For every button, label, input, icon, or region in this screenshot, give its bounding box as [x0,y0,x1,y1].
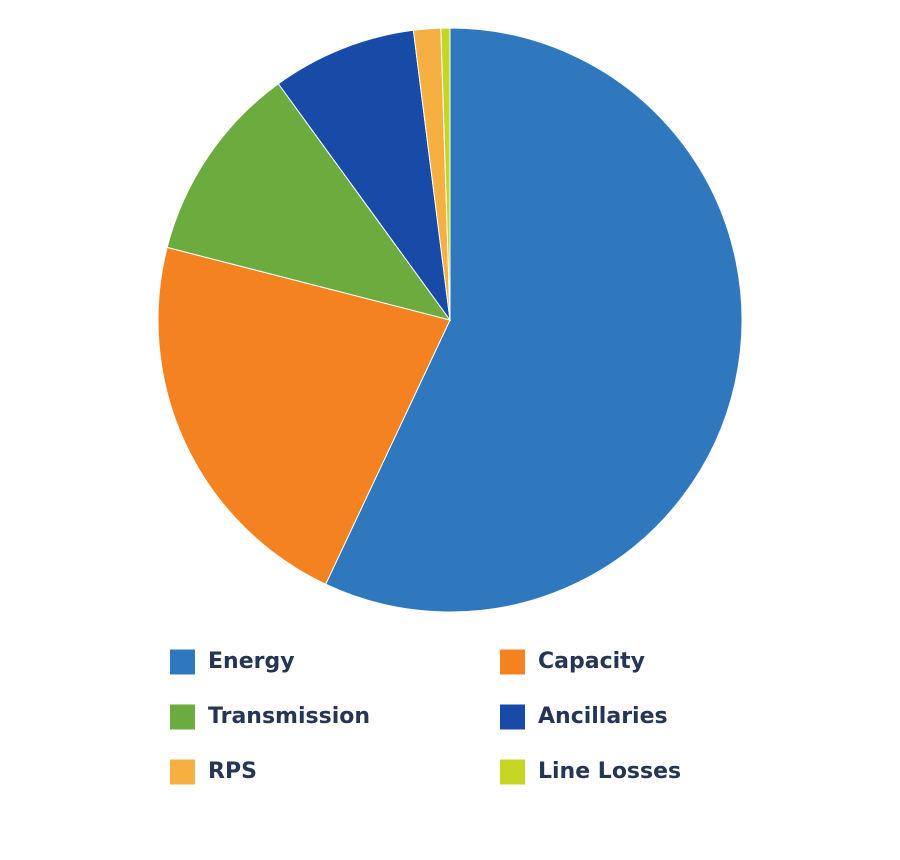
legend-swatch [170,759,195,785]
legend-swatch [170,649,195,675]
legend-label: RPS [208,759,257,784]
pie-slice [325,27,743,613]
pie-slice [166,83,452,321]
legend-swatch [500,704,525,730]
legend-swatch [170,704,195,730]
legend-swatch [500,649,525,675]
legend-label: Capacity [538,649,645,674]
pie-slice [440,27,451,321]
legend-label: Line Losses [538,759,681,784]
legend-label: Energy [208,649,295,674]
pie-slice [157,246,451,585]
pie-slice [277,29,451,321]
legend-label: Transmission [208,704,370,729]
legend-swatch [500,759,525,785]
legend-label: Ancillaries [538,704,668,729]
